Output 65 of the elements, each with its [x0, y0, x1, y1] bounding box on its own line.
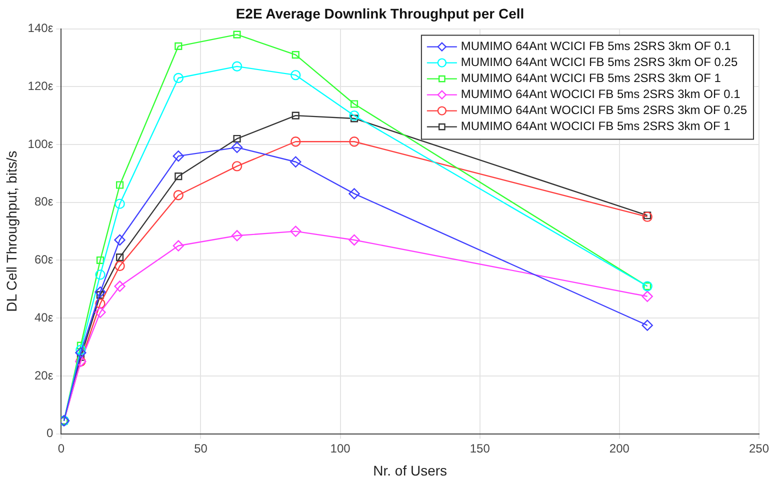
- x-tick-label: 50: [194, 441, 208, 456]
- point: [349, 136, 360, 147]
- y-tick-label: 60ε: [34, 252, 54, 267]
- point: [231, 230, 243, 242]
- y-tick-label: 120ε: [28, 78, 54, 93]
- point: [116, 181, 124, 189]
- point: [290, 226, 302, 237]
- point: [642, 212, 652, 222]
- point: [95, 298, 106, 309]
- point: [642, 290, 653, 302]
- point: [232, 161, 242, 172]
- point: [350, 114, 358, 122]
- point: [96, 256, 104, 264]
- point: [95, 270, 106, 280]
- point: [114, 234, 126, 246]
- legend-label: MUMIMO 64Ant WCICI FB 5ms 2SRS 3km OF 0.1: [460, 39, 732, 54]
- point: [114, 280, 126, 292]
- legend-label: MUMIMO 64Ant WCICI FB 5ms 2SRS 3km OF 0.25: [460, 55, 738, 70]
- point: [290, 136, 301, 147]
- x-tick-label: 150: [470, 441, 490, 456]
- point: [232, 61, 242, 72]
- point: [114, 198, 125, 209]
- y-tick-label: 140ε: [28, 21, 54, 36]
- legend-label: MUMIMO 64Ant WOCICI FB 5ms 2SRS 3km OF 1: [460, 119, 731, 134]
- x-axis-title: Nr. of Users: [373, 462, 448, 478]
- point: [114, 260, 125, 272]
- point: [116, 254, 124, 262]
- x-tick-label: 100: [330, 441, 351, 456]
- point: [173, 190, 184, 200]
- legend-label: MUMIMO 64Ant WCICI FB 5ms 2SRS 3km OF 1: [460, 71, 722, 86]
- point: [231, 142, 243, 154]
- x-tick-label: 200: [609, 441, 630, 456]
- x-tick-label: 250: [748, 441, 770, 456]
- point: [172, 150, 184, 162]
- point: [350, 100, 358, 108]
- point: [174, 172, 182, 180]
- point: [75, 347, 86, 358]
- point: [644, 212, 652, 220]
- point: [76, 344, 86, 356]
- y-tick-label: 80ε: [34, 194, 54, 209]
- point: [642, 320, 653, 331]
- point: [94, 286, 106, 298]
- y-axis-title: DL Cell Throughput, bits/s: [3, 150, 20, 312]
- point: [290, 70, 301, 80]
- point: [174, 42, 182, 50]
- point: [233, 30, 241, 38]
- point: [292, 112, 300, 120]
- point: [349, 110, 360, 121]
- point: [76, 342, 84, 350]
- point: [233, 134, 241, 143]
- y-tick-label: 20ε: [34, 368, 54, 382]
- point: [292, 51, 300, 59]
- point: [348, 234, 360, 246]
- y-tick-label: 100ε: [28, 136, 54, 151]
- chart-title: E2E Average Downlink Throughput per Cell: [236, 5, 524, 22]
- point: [173, 72, 184, 84]
- point: [290, 156, 302, 168]
- legend-label: MUMIMO 64Ant WOCICI FB 5ms 2SRS 3km OF 0.25: [460, 103, 748, 118]
- point: [348, 188, 360, 200]
- y-tick-label: 40ε: [34, 310, 54, 324]
- y-tick-label: 0: [46, 426, 54, 440]
- x-tick-label: 0: [58, 441, 65, 456]
- point: [94, 306, 106, 318]
- legend-label: MUMIMO 64Ant WOCICI FB 5ms 2SRS 3km OF 0.1: [460, 87, 741, 102]
- point: [172, 240, 184, 252]
